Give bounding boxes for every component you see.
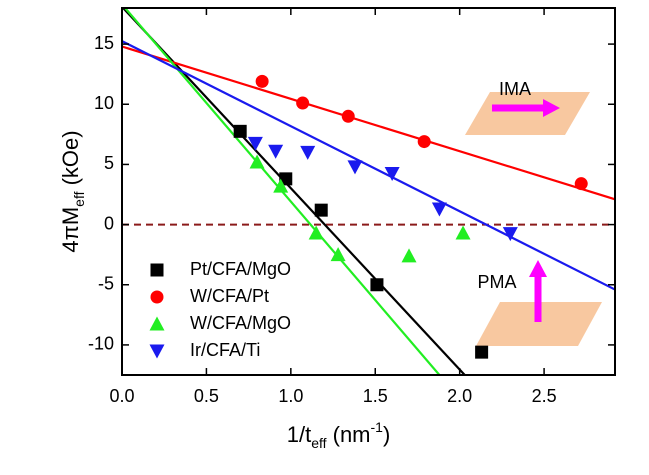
label-part: 4πM: [58, 207, 83, 253]
marker: [370, 278, 384, 292]
legend-label: W/CFA/Pt: [190, 286, 269, 306]
x-tick-label: 0.0: [109, 386, 134, 406]
arrow-head: [543, 99, 560, 117]
legend-marker: [149, 344, 165, 359]
x-tick-label: 2.5: [532, 386, 557, 406]
pma-inset: [476, 260, 602, 346]
arrow-head: [529, 260, 547, 277]
marker: [347, 160, 363, 175]
label-part: eff: [71, 191, 87, 206]
marker: [384, 166, 400, 181]
y-axis-label: 4πMeff (kOe): [58, 130, 87, 252]
marker: [330, 247, 346, 262]
marker: [502, 227, 518, 242]
x-tick-label: 1.0: [278, 386, 303, 406]
marker: [475, 345, 489, 359]
marker: [247, 136, 263, 151]
x-tick-label: 1.5: [363, 386, 388, 406]
marker: [455, 225, 471, 240]
legend-label: Ir/CFA/Ti: [190, 340, 260, 360]
fit-line: [122, 8, 466, 375]
label-part: -1: [371, 419, 384, 435]
annotation: IMA: [499, 79, 531, 99]
marker: [314, 203, 328, 217]
label-part: eff: [311, 435, 326, 451]
y-tick-label: -5: [98, 274, 114, 294]
plate: [476, 302, 602, 346]
label-part: (kOe): [58, 130, 83, 191]
marker: [273, 178, 289, 193]
label-part: ): [383, 422, 390, 447]
marker: [233, 124, 247, 138]
marker: [300, 145, 316, 160]
fit-line: [122, 40, 615, 291]
annotation: PMA: [477, 272, 516, 292]
y-tick-label: 15: [94, 33, 114, 53]
plot-area: [122, 8, 615, 375]
legend-marker: [149, 316, 165, 331]
label-part: 1/t: [287, 422, 311, 447]
marker: [296, 96, 310, 110]
y-tick-label: 5: [104, 153, 114, 173]
y-tick-label: -10: [88, 334, 114, 354]
plate: [465, 92, 590, 135]
fit-line: [122, 45, 615, 201]
marker: [255, 74, 269, 88]
y-tick-label: 0: [104, 213, 114, 233]
label-part: (nm: [327, 422, 371, 447]
legend-marker: [150, 290, 164, 304]
marker: [268, 144, 284, 159]
ima-inset: [465, 92, 590, 135]
x-tick-label: 0.5: [194, 386, 219, 406]
marker: [431, 202, 447, 217]
legend-marker: [150, 263, 164, 277]
x-tick-label: 2.0: [447, 386, 472, 406]
marker: [308, 225, 324, 240]
marker: [417, 135, 431, 149]
marker: [574, 177, 588, 191]
marker: [401, 248, 417, 263]
x-axis-label: 1/teff (nm-1): [287, 419, 391, 451]
marker: [249, 154, 265, 169]
legend-label: W/CFA/MgO: [190, 313, 291, 333]
y-tick-label: 10: [94, 93, 114, 113]
plot-frame: [121, 7, 616, 376]
legend-label: Pt/CFA/MgO: [190, 259, 291, 279]
marker: [341, 109, 355, 123]
